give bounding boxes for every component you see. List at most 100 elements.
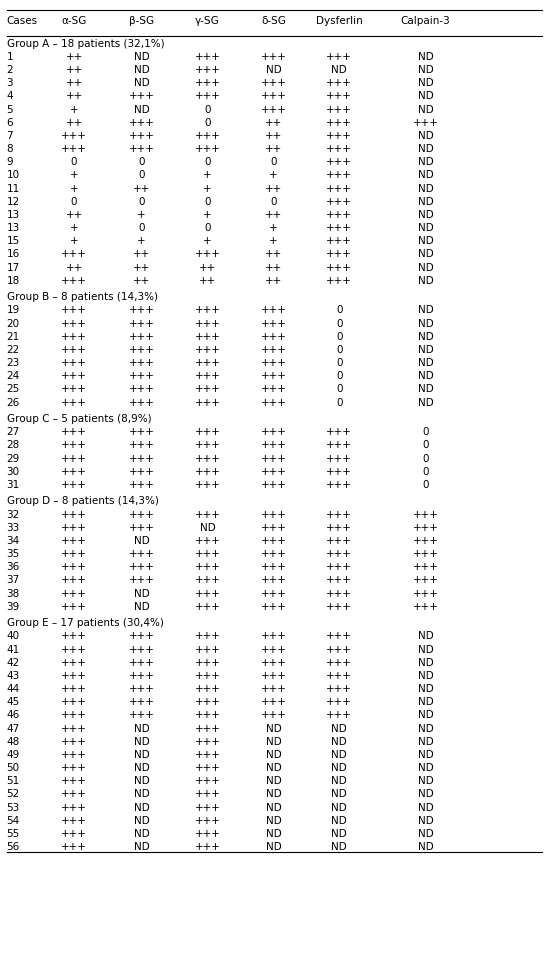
Text: +++: +++ [260,52,287,62]
Text: +++: +++ [260,697,287,708]
Text: ND: ND [418,737,433,746]
Text: +++: +++ [128,575,155,585]
Text: +++: +++ [61,644,87,654]
Text: +: + [203,236,212,246]
Text: ND: ND [266,829,281,839]
Text: +++: +++ [194,816,221,826]
Text: +++: +++ [194,385,221,395]
Text: +++: +++ [128,467,155,477]
Text: +++: +++ [326,480,352,490]
Text: 55: 55 [7,829,20,839]
Text: ND: ND [418,777,433,786]
Text: +++: +++ [61,467,87,477]
Text: ND: ND [332,737,347,746]
Text: +++: +++ [260,589,287,599]
Text: +++: +++ [326,711,352,720]
Text: +++: +++ [260,632,287,642]
Text: 40: 40 [7,632,20,642]
Text: +: + [137,210,146,220]
Text: 0: 0 [336,371,343,381]
Text: +++: +++ [61,763,87,773]
Text: 51: 51 [7,777,20,786]
Text: 56: 56 [7,842,20,852]
Text: +++: +++ [128,331,155,342]
Text: +: + [203,170,212,181]
Text: 0: 0 [204,224,211,233]
Text: +++: +++ [194,467,221,477]
Text: 13: 13 [7,224,20,233]
Text: ++: ++ [199,276,216,286]
Text: ND: ND [418,262,433,272]
Text: ND: ND [266,816,281,826]
Text: +++: +++ [61,829,87,839]
Text: ND: ND [134,602,149,611]
Text: ++: ++ [133,262,150,272]
Text: +++: +++ [128,428,155,437]
Text: ++: ++ [65,210,83,220]
Text: +++: +++ [326,184,352,193]
Text: +++: +++ [260,658,287,668]
Text: 0: 0 [204,157,211,167]
Text: 13: 13 [7,210,20,220]
Text: ND: ND [418,196,433,207]
Text: 26: 26 [7,398,20,407]
Text: ND: ND [418,658,433,668]
Text: 33: 33 [7,523,20,533]
Text: ND: ND [266,777,281,786]
Text: +++: +++ [260,575,287,585]
Text: 7: 7 [7,131,13,141]
Text: +: + [70,105,79,115]
Text: ND: ND [418,157,433,167]
Text: ND: ND [418,803,433,813]
Text: +++: +++ [194,777,221,786]
Text: ND: ND [266,750,281,760]
Text: ND: ND [332,842,347,852]
Text: +++: +++ [128,345,155,355]
Text: 0: 0 [336,345,343,355]
Text: +++: +++ [326,91,352,101]
Text: +++: +++ [61,575,87,585]
Text: 15: 15 [7,236,20,246]
Text: 24: 24 [7,371,20,381]
Text: 27: 27 [7,428,20,437]
Text: +++: +++ [194,842,221,852]
Text: +++: +++ [326,509,352,520]
Text: ND: ND [134,65,149,75]
Text: 6: 6 [7,118,13,127]
Text: +++: +++ [194,803,221,813]
Text: ND: ND [418,224,433,233]
Text: +++: +++ [194,65,221,75]
Text: +++: +++ [194,602,221,611]
Text: +: + [269,236,278,246]
Text: +++: +++ [61,750,87,760]
Text: +++: +++ [326,467,352,477]
Text: +++: +++ [128,711,155,720]
Text: ND: ND [418,816,433,826]
Text: ND: ND [134,737,149,746]
Text: +++: +++ [61,144,87,155]
Text: Group C – 5 patients (8,9%): Group C – 5 patients (8,9%) [7,414,151,424]
Text: +++: +++ [194,144,221,155]
Text: ND: ND [418,789,433,799]
Text: Dysferlin: Dysferlin [316,17,363,26]
Text: ND: ND [134,105,149,115]
Text: +++: +++ [128,118,155,127]
Text: +++: +++ [326,644,352,654]
Text: +++: +++ [194,250,221,260]
Text: ND: ND [332,789,347,799]
Text: ++: ++ [265,262,282,272]
Text: 0: 0 [270,157,277,167]
Text: ND: ND [418,371,433,381]
Text: ND: ND [418,276,433,286]
Text: ++: ++ [265,250,282,260]
Text: 0: 0 [336,398,343,407]
Text: +++: +++ [128,440,155,450]
Text: +++: +++ [128,385,155,395]
Text: ND: ND [418,345,433,355]
Text: +++: +++ [326,589,352,599]
Text: 49: 49 [7,750,20,760]
Text: +++: +++ [61,305,87,316]
Text: +++: +++ [194,91,221,101]
Text: +++: +++ [61,345,87,355]
Text: ND: ND [134,829,149,839]
